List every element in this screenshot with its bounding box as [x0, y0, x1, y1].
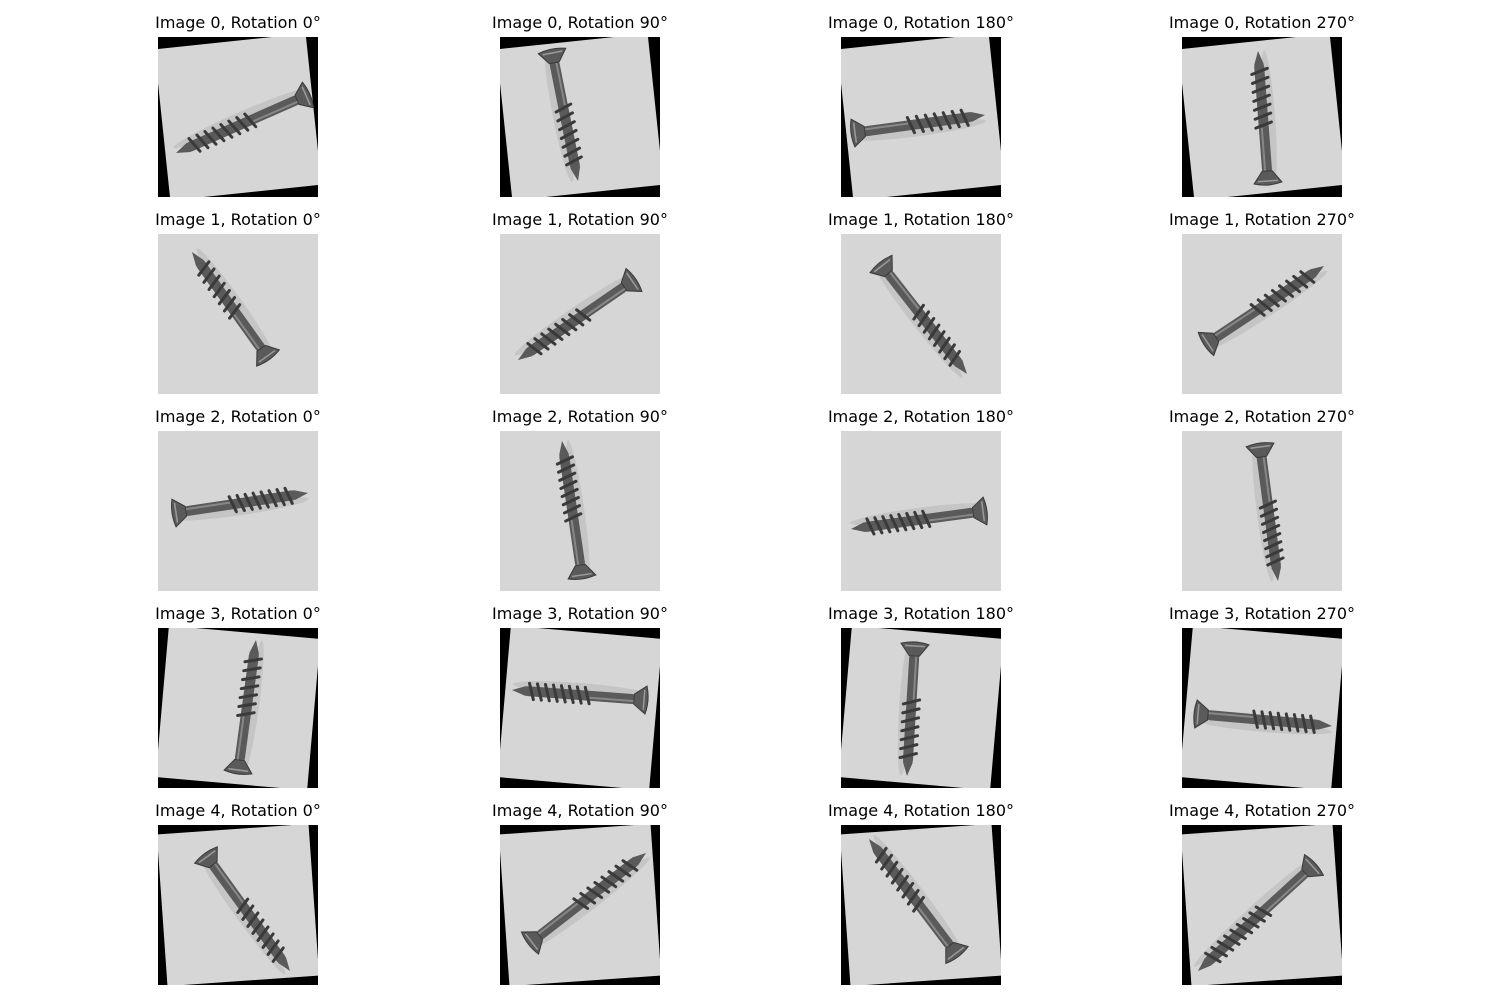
screw-photo: [841, 825, 1001, 985]
screw-photo: [1182, 234, 1342, 394]
screw: [850, 496, 988, 536]
screw-photo: [158, 825, 318, 985]
screw: [1245, 442, 1285, 582]
screw-photo: [500, 628, 660, 788]
panel-title: Image 2, Rotation 180°: [827, 407, 1015, 426]
panel-title: Image 0, Rotation 270°: [1168, 13, 1356, 32]
screw: [520, 852, 650, 955]
screw-photo: [500, 825, 660, 985]
screw: [193, 846, 290, 975]
screw: [1197, 265, 1328, 357]
screw: [850, 108, 986, 148]
panel-title: Image 2, Rotation 90°: [492, 407, 668, 426]
screw: [514, 267, 643, 360]
screw: [869, 254, 967, 378]
screw-photo: [158, 234, 318, 394]
panel-title: Image 3, Rotation 270°: [1168, 604, 1356, 623]
screw: [173, 81, 315, 153]
screw: [1250, 50, 1283, 186]
screw-photo: [1182, 825, 1342, 985]
screw-photo: [841, 37, 1001, 197]
screw: [1193, 853, 1325, 972]
screw-photo: [1182, 431, 1342, 591]
screw: [897, 641, 930, 776]
screw-photo: [1182, 628, 1342, 788]
screw-photo: [158, 37, 318, 197]
screw-photo: [500, 234, 660, 394]
panel-title: Image 0, Rotation 90°: [492, 13, 668, 32]
screw: [537, 47, 583, 183]
panel-title: Image 2, Rotation 0°: [155, 407, 321, 426]
panel-title: Image 3, Rotation 0°: [155, 604, 321, 623]
panel-title: Image 4, Rotation 180°: [827, 801, 1015, 820]
panel-title: Image 1, Rotation 180°: [827, 210, 1015, 229]
screw-photo: [500, 431, 660, 591]
panel-title: Image 2, Rotation 270°: [1168, 407, 1356, 426]
panel-title: Image 3, Rotation 90°: [492, 604, 668, 623]
screw-photo: [841, 431, 1001, 591]
screw: [869, 835, 969, 965]
screw-photo: [841, 628, 1001, 788]
screw-photo: [158, 431, 318, 591]
panel-title: Image 0, Rotation 0°: [155, 13, 321, 32]
screw: [192, 248, 281, 367]
screw: [1193, 699, 1332, 735]
panel-title: Image 3, Rotation 180°: [827, 604, 1015, 623]
panel-title: Image 1, Rotation 90°: [492, 210, 668, 229]
panel-title: Image 4, Rotation 90°: [492, 801, 668, 820]
screw: [511, 681, 649, 715]
panel-title: Image 4, Rotation 270°: [1168, 801, 1356, 820]
panel-title: Image 1, Rotation 0°: [155, 210, 321, 229]
screw: [170, 486, 309, 528]
screw: [223, 639, 264, 775]
screw-photo: [1182, 37, 1342, 197]
panel-title: Image 4, Rotation 0°: [155, 801, 321, 820]
panel-title: Image 0, Rotation 180°: [827, 13, 1015, 32]
screw-photo: [841, 234, 1001, 394]
screw-photo: [500, 37, 660, 197]
screw-photo: [158, 628, 318, 788]
panel-title: Image 1, Rotation 270°: [1168, 210, 1356, 229]
screw: [555, 440, 597, 581]
